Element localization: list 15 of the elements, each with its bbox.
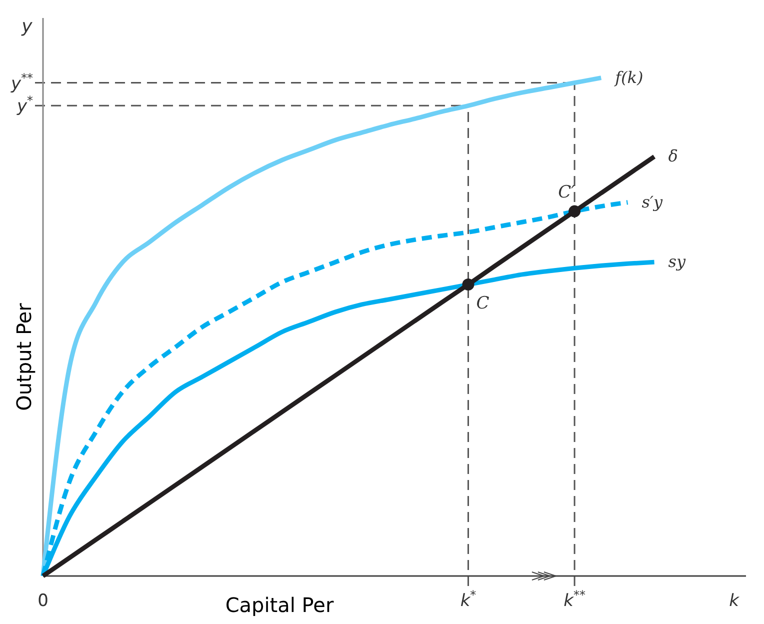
x-axis-title: Capital Per bbox=[225, 593, 334, 617]
annotation: C bbox=[476, 294, 490, 314]
annotation: C′ bbox=[558, 182, 576, 202]
x-tick-label: 0 bbox=[38, 591, 48, 611]
ref-line-label: y$^{**}$ bbox=[10, 70, 34, 94]
x-tick-label: k$^{**}$ bbox=[564, 588, 586, 611]
series-label: sy bbox=[668, 252, 686, 272]
series-label: s′y bbox=[642, 192, 664, 212]
x-tick-label: k bbox=[729, 591, 740, 611]
text: y bbox=[20, 16, 33, 37]
series-label: f(k) bbox=[614, 68, 644, 87]
y-axis-title: Output Per bbox=[12, 302, 36, 411]
series-label: δ bbox=[668, 146, 678, 166]
ref-line-label: y$^{*}$ bbox=[16, 94, 34, 117]
x-tick-label: k$^{*}$ bbox=[460, 588, 476, 611]
